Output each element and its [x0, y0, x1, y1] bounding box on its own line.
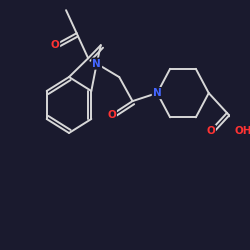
Text: OH: OH: [234, 126, 250, 136]
Text: N: N: [92, 58, 101, 68]
Text: N: N: [153, 88, 162, 98]
Text: O: O: [107, 110, 116, 120]
Text: O: O: [50, 40, 59, 50]
Text: O: O: [206, 126, 215, 136]
